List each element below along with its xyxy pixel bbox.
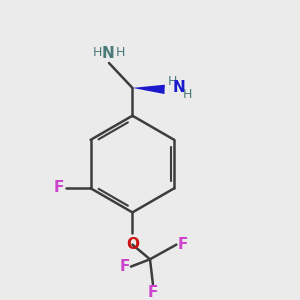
Text: H: H — [93, 46, 103, 59]
Text: O: O — [126, 237, 139, 252]
Text: N: N — [173, 80, 186, 95]
Text: H: H — [183, 88, 192, 101]
Text: H: H — [167, 75, 177, 88]
Text: F: F — [178, 236, 188, 251]
Text: F: F — [148, 285, 158, 300]
Text: F: F — [119, 259, 130, 274]
Text: N: N — [102, 46, 115, 61]
Text: H: H — [116, 46, 125, 59]
Polygon shape — [132, 85, 165, 94]
Text: F: F — [54, 180, 64, 195]
